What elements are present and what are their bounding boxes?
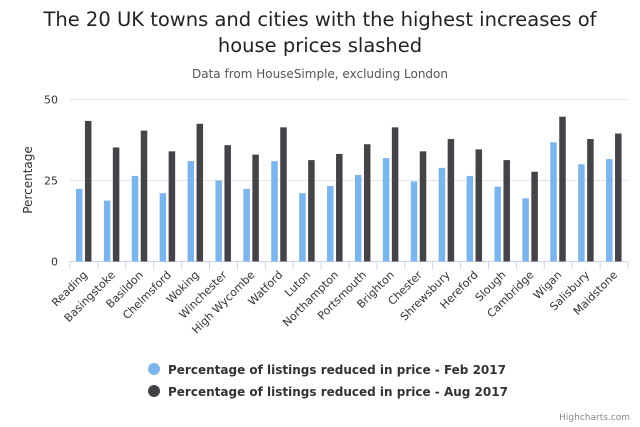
bar-aug-brighton[interactable] xyxy=(391,127,399,262)
bar-feb-chester[interactable] xyxy=(410,181,418,262)
bar-aug-watford[interactable] xyxy=(280,127,287,262)
legend-item-feb[interactable]: Percentage of listings reduced in price … xyxy=(148,363,506,377)
bar-feb-watford[interactable] xyxy=(271,161,278,262)
bar-feb-luton[interactable] xyxy=(299,193,306,262)
bar-feb-shrewsbury[interactable] xyxy=(438,167,446,262)
y-tick-label: 50 xyxy=(44,94,58,107)
bar-feb-maidstone[interactable] xyxy=(606,159,613,262)
bar-feb-cambridge[interactable] xyxy=(522,198,529,262)
legend-item-aug[interactable]: Percentage of listings reduced in price … xyxy=(148,385,508,399)
bar-aug-woking[interactable] xyxy=(196,123,204,262)
legend-marker-aug xyxy=(148,385,160,397)
bar-feb-slough[interactable] xyxy=(494,186,501,262)
bar-feb-woking[interactable] xyxy=(187,161,195,262)
bar-aug-shrewsbury[interactable] xyxy=(447,139,455,262)
bar-aug-wigan[interactable] xyxy=(559,116,566,262)
bar-feb-hereford[interactable] xyxy=(466,175,474,262)
legend-marker-feb xyxy=(148,363,160,375)
bar-feb-brighton[interactable] xyxy=(382,158,390,262)
bar-aug-salisbury[interactable] xyxy=(587,139,594,262)
bar-feb-winchester[interactable] xyxy=(215,180,222,262)
chart-subtitle: Data from HouseSimple, excluding London xyxy=(192,67,448,81)
bar-feb-northampton[interactable] xyxy=(327,186,334,262)
bar-aug-chester[interactable] xyxy=(419,151,427,262)
bar-aug-chelmsford[interactable] xyxy=(168,151,176,262)
chart-title-line-2: house prices slashed xyxy=(218,34,422,57)
bar-feb-portsmouth[interactable] xyxy=(354,174,362,262)
bar-aug-hereford[interactable] xyxy=(475,149,483,262)
bar-feb-basingstoke[interactable] xyxy=(103,200,111,262)
bar-feb-wigan[interactable] xyxy=(550,142,557,262)
bar-aug-reading[interactable] xyxy=(84,120,92,262)
y-tick-label: 25 xyxy=(44,175,58,188)
bar-aug-northampton[interactable] xyxy=(336,153,343,262)
bar-aug-high-wycombe[interactable] xyxy=(252,154,259,262)
bar-aug-portsmouth[interactable] xyxy=(363,144,371,262)
bar-aug-winchester[interactable] xyxy=(224,145,231,262)
bar-feb-chelmsford[interactable] xyxy=(159,193,167,262)
legend-label-aug: Percentage of listings reduced in price … xyxy=(168,385,508,399)
legend-label-feb: Percentage of listings reduced in price … xyxy=(168,363,506,377)
bar-aug-slough[interactable] xyxy=(503,160,510,262)
bar-feb-high-wycombe[interactable] xyxy=(243,188,250,262)
highcharts-credits[interactable]: Highcharts.com xyxy=(559,413,630,423)
bar-feb-salisbury[interactable] xyxy=(578,164,585,262)
bar-aug-maidstone[interactable] xyxy=(615,133,622,262)
y-axis-label: Percentage xyxy=(21,146,35,214)
bar-feb-reading[interactable] xyxy=(75,188,83,262)
bar-feb-basildon[interactable] xyxy=(131,175,139,262)
bar-aug-cambridge[interactable] xyxy=(531,171,538,262)
bar-aug-luton[interactable] xyxy=(308,160,315,262)
y-tick-label: 0 xyxy=(51,256,58,269)
chart-title-line-1: The 20 UK towns and cities with the high… xyxy=(42,8,597,31)
bar-aug-basingstoke[interactable] xyxy=(112,147,120,262)
bar-aug-basildon[interactable] xyxy=(140,130,148,262)
